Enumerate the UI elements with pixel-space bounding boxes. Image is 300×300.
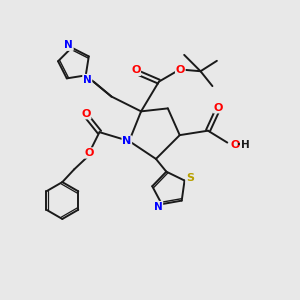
Text: ·H: ·H (237, 140, 250, 150)
Text: N: N (83, 74, 92, 85)
Text: O: O (231, 140, 240, 150)
Text: N: N (64, 40, 73, 50)
Text: N: N (122, 136, 131, 146)
Text: O: O (84, 148, 94, 158)
Text: S: S (186, 173, 194, 183)
Text: O: O (214, 103, 223, 113)
Text: O: O (176, 65, 185, 75)
Text: O: O (81, 109, 91, 119)
Text: O: O (131, 65, 140, 75)
Text: N: N (154, 202, 163, 212)
